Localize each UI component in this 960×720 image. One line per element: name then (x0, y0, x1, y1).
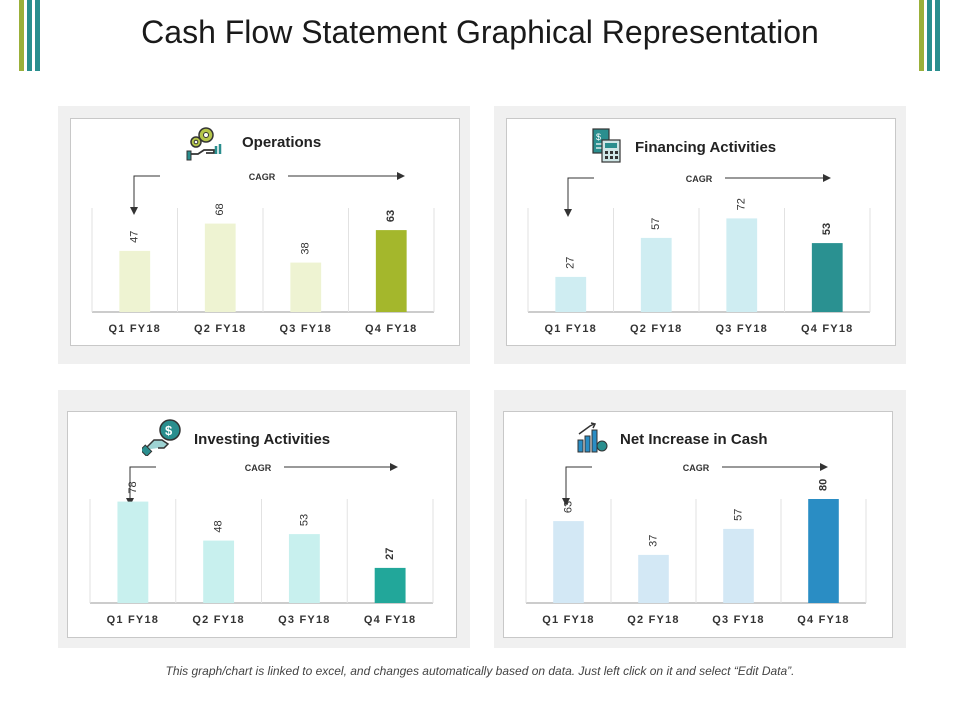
cagr-arrow-left (130, 175, 160, 215)
bar (723, 528, 754, 603)
cagr-label: CAGR (683, 463, 710, 473)
bar (374, 567, 406, 603)
data-label: 80 (817, 479, 829, 491)
calculator-document-icon: $ (592, 128, 622, 169)
data-label: 63 (385, 210, 397, 222)
data-label: 48 (213, 520, 225, 532)
category-label: Q4 FY18 (365, 323, 417, 335)
bar (117, 501, 149, 603)
cagr-arrow-left (126, 466, 156, 506)
cagr-arrow-left (562, 466, 592, 506)
data-label: 53 (298, 514, 310, 526)
money-hand-icon: $ (139, 418, 184, 461)
data-label: 37 (647, 535, 659, 547)
cagr-arrow-left (564, 177, 594, 217)
data-label: 68 (214, 203, 226, 215)
footer-note: This graph/chart is linked to excel, and… (165, 664, 795, 678)
bar (203, 540, 235, 603)
category-label: Q1 FY18 (542, 614, 594, 626)
decorative-stripes-left (19, 0, 41, 71)
category-label: Q2 FY18 (194, 323, 246, 335)
category-label: Q1 FY18 (545, 323, 597, 335)
svg-text:$: $ (165, 423, 173, 438)
bar (553, 521, 584, 603)
bar (555, 276, 587, 312)
category-label: Q1 FY18 (109, 323, 161, 335)
category-label: Q2 FY18 (192, 614, 244, 626)
data-label: 47 (129, 231, 141, 243)
category-label: Q2 FY18 (630, 323, 682, 335)
bar (290, 262, 322, 312)
chart-title: Financing Activities (635, 139, 777, 156)
data-label: 63 (562, 501, 574, 513)
category-label: Q4 FY18 (797, 614, 849, 626)
category-label: Q4 FY18 (364, 614, 416, 626)
bar (640, 237, 672, 312)
category-label: Q1 FY18 (107, 614, 159, 626)
panel-investing-activities: $ Investing Activities CAGR 78 Q1 FY18 48 Q2… (58, 390, 470, 648)
bar (638, 554, 669, 603)
data-label: 78 (127, 481, 139, 493)
data-label: 72 (736, 198, 748, 210)
cagr-label: CAGR (686, 174, 713, 184)
bar-chart-investing-activities: CAGR 78 Q1 FY18 48 Q2 FY18 53 Q3 FY18 27 Q4 FY18 (89, 463, 434, 626)
category-label: Q3 FY18 (712, 614, 764, 626)
bar (204, 223, 236, 312)
bar (375, 230, 407, 312)
bar-chart-net-increase-in-cash: CAGR 63 Q1 FY18 37 Q2 FY18 57 Q3 FY18 80 Q4 FY18 (525, 463, 867, 626)
page-title: Cash Flow Statement Graphical Representa… (141, 14, 819, 50)
bar-chart-financing-activities: CAGR 27 Q1 FY18 57 Q2 FY18 72 Q3 FY18 53 Q4 FY18 (527, 174, 871, 335)
bar (808, 499, 839, 603)
category-label: Q4 FY18 (801, 323, 853, 335)
growth-chart-icon (576, 422, 608, 459)
category-label: Q3 FY18 (716, 323, 768, 335)
bar-chart-operations: CAGR 47 Q1 FY18 68 Q2 FY18 38 Q3 FY18 63 Q4 FY18 (91, 172, 435, 335)
bar (726, 218, 758, 312)
panel-financing-activities: $ Financing Activities CAGR 27 Q1 FY18 57 Q2… (494, 106, 906, 364)
bar (119, 250, 151, 312)
data-label: 27 (565, 257, 577, 269)
cagr-label: CAGR (249, 172, 276, 182)
chart-title: Operations (242, 134, 322, 151)
bar (288, 534, 320, 603)
data-label: 27 (384, 548, 396, 560)
panel-operations: Operations CAGR 47 Q1 FY18 68 Q2 FY18 38 Q3 FY… (58, 106, 470, 364)
category-label: Q3 FY18 (278, 614, 330, 626)
panel-net-increase-in-cash: Net Increase in Cash CAGR 63 Q1 FY18 37 Q2 F… (494, 390, 906, 648)
bar (811, 243, 843, 312)
data-label: 38 (300, 242, 312, 254)
cagr-label: CAGR (245, 463, 272, 473)
chart-title: Investing Activities (194, 431, 331, 448)
svg-text:$: $ (596, 132, 601, 142)
data-label: 57 (650, 218, 662, 230)
category-label: Q2 FY18 (627, 614, 679, 626)
data-label: 53 (821, 223, 833, 235)
decorative-stripes-right (919, 0, 941, 71)
gears-hand-icon (186, 124, 228, 167)
chart-title: Net Increase in Cash (620, 431, 768, 448)
category-label: Q3 FY18 (280, 323, 332, 335)
data-label: 57 (732, 509, 744, 521)
